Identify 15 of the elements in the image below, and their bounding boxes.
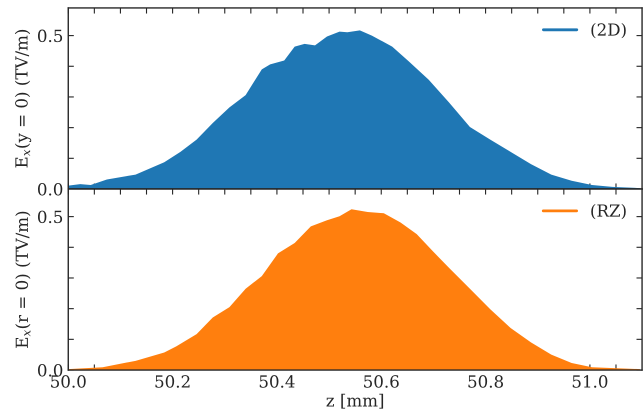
legend-label: (RZ) xyxy=(591,204,626,220)
x-tick-label: 51.0 xyxy=(572,375,608,388)
y-axis-title: E$_{x}$(y = 0) (TV/m) xyxy=(14,30,32,168)
legend-label: (2D) xyxy=(591,22,626,38)
y-axis-title: E$_{x}$(r = 0) (TV/m) xyxy=(15,212,30,348)
x-tick-label: 50.2 xyxy=(155,375,190,388)
y-tick-label: 0.5 xyxy=(38,210,62,224)
x-axis-title: z [mm] xyxy=(326,394,384,409)
x-tick-label: 50.8 xyxy=(468,375,504,388)
x-tick-label: 50.6 xyxy=(364,375,399,388)
y-tick-label: 0.0 xyxy=(38,182,62,196)
x-tick-label: 50.0 xyxy=(51,375,86,388)
y-tick-label: 0.5 xyxy=(38,30,62,42)
y-tick-label: 0.0 xyxy=(38,364,62,377)
x-tick-label: 50.4 xyxy=(260,375,295,388)
